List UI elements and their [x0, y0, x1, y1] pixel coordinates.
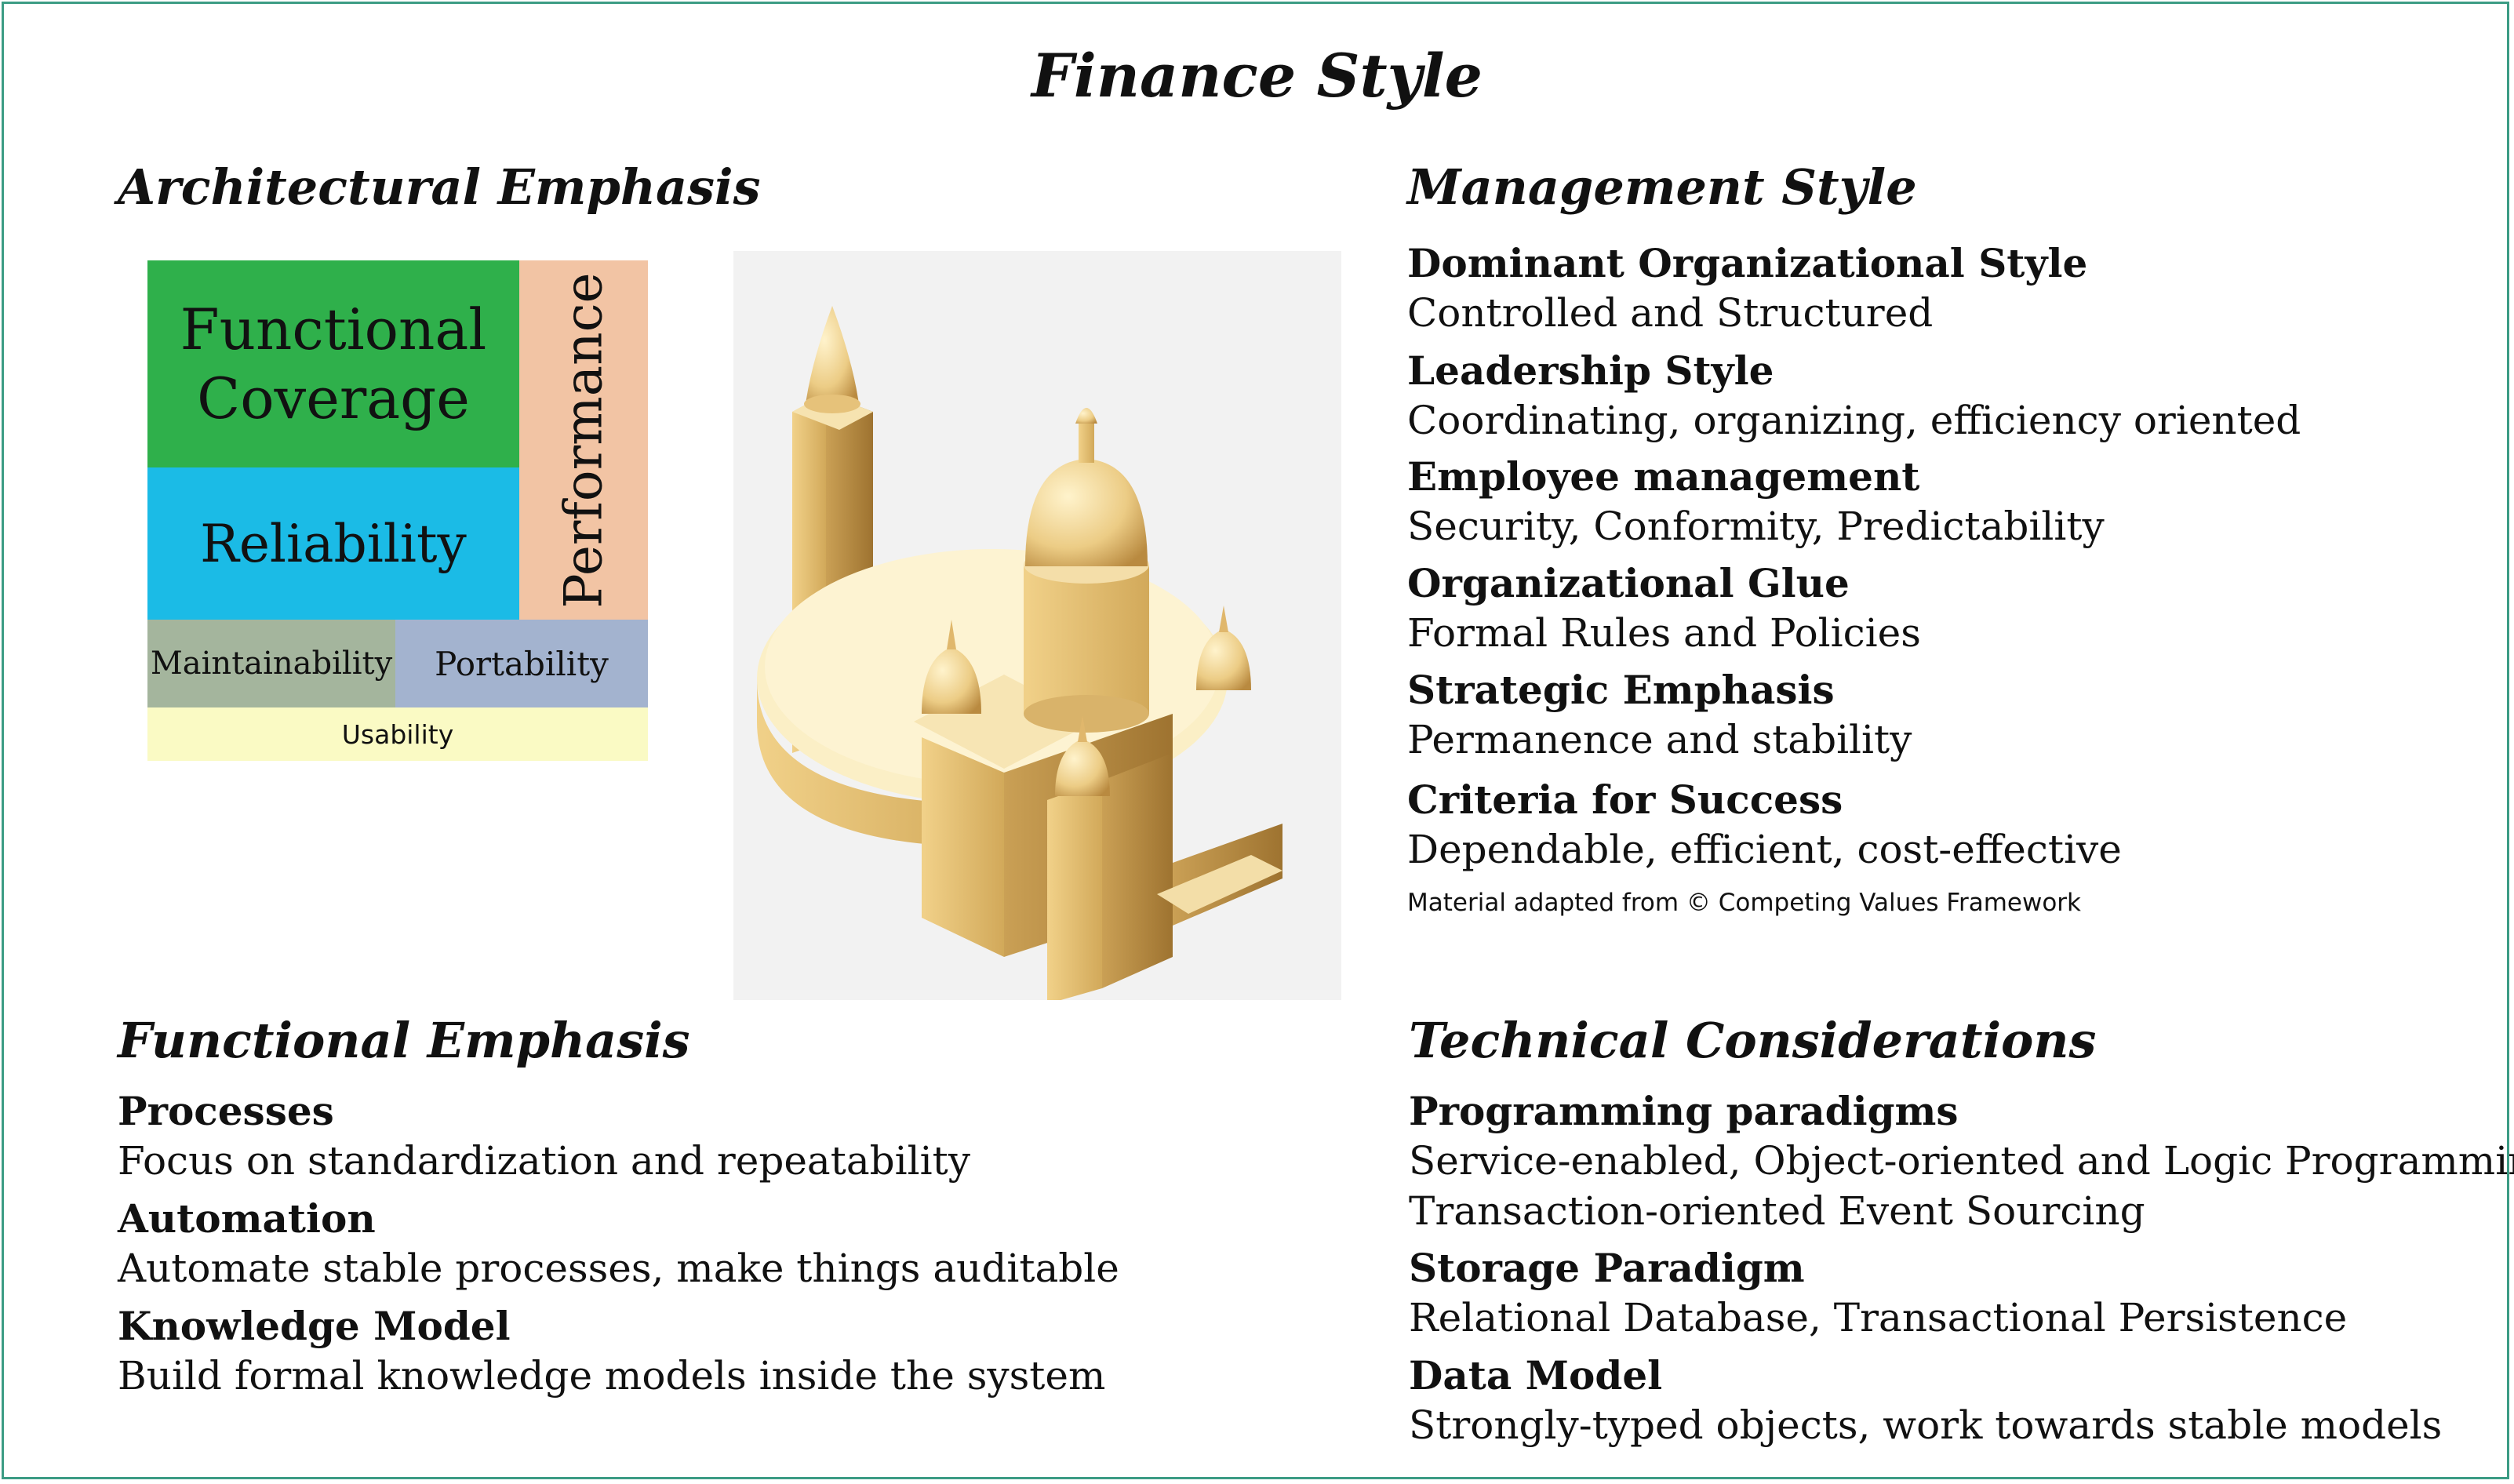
performance-label: Performance: [553, 271, 614, 609]
technical-list: Programming paradigms Service-enabled, O…: [1409, 1087, 2514, 1450]
functional-list: Processes Focus on standardization and r…: [118, 1087, 1119, 1401]
list-item: Processes Focus on standardization and r…: [118, 1087, 1119, 1195]
item-value: Controlled and Structured: [1407, 290, 1934, 336]
maintainability-label: Maintainability: [150, 646, 393, 682]
item-value: Strongly-typed objects, work towards sta…: [1409, 1402, 2443, 1448]
item-value: Focus on standardization and repeatabili…: [118, 1138, 970, 1184]
cathedral-icon: [757, 306, 1282, 1004]
list-item: Automation Automate stable processes, ma…: [118, 1195, 1119, 1302]
list-item: Data Model Strongly-typed objects, work …: [1409, 1351, 2514, 1450]
functional-heading: Functional Emphasis: [118, 1012, 690, 1069]
list-item: Storage Paradigm Relational Database, Tr…: [1409, 1244, 2514, 1351]
item-label: Automation: [118, 1195, 376, 1242]
portability-block: Portability: [395, 620, 648, 707]
list-item: Employee management Security, Conformity…: [1407, 453, 2301, 559]
item-value: Build formal knowledge models inside the…: [118, 1353, 1106, 1399]
functional-coverage-label-line2: Coverage: [197, 366, 470, 431]
page-title: Finance Style: [1031, 41, 1483, 111]
item-label: Organizational Glue: [1407, 560, 1850, 606]
item-label: Storage Paradigm: [1409, 1245, 1805, 1291]
list-item: Criteria for Success Dependable, efficie…: [1407, 776, 2301, 875]
item-value: Formal Rules and Policies: [1407, 610, 1921, 656]
item-label: Employee management: [1407, 453, 1920, 500]
reliability-block: Reliability: [147, 467, 519, 620]
item-label: Processes: [118, 1088, 334, 1134]
performance-block: Performance: [519, 260, 648, 620]
architectural-heading: Architectural Emphasis: [118, 158, 761, 216]
list-item: Knowledge Model Build formal knowledge m…: [118, 1302, 1119, 1401]
item-value: Service-enabled, Object-oriented and Log…: [1409, 1138, 2514, 1184]
list-item: Organizational Glue Formal Rules and Pol…: [1407, 559, 2301, 666]
list-item: Strategic Emphasis Permanence and stabil…: [1407, 666, 2301, 776]
list-item: Dominant Organizational Style Controlled…: [1407, 239, 2301, 347]
item-label: Data Model: [1409, 1352, 1663, 1399]
item-label: Dominant Organizational Style: [1407, 240, 2088, 286]
item-value: Security, Conformity, Predictability: [1407, 504, 2105, 549]
item-label: Criteria for Success: [1407, 777, 1843, 823]
maintainability-block: Maintainability: [147, 620, 395, 707]
item-value-line2: Transaction-oriented Event Sourcing: [1409, 1188, 2145, 1234]
item-value: Dependable, efficient, cost-effective: [1407, 827, 2122, 872]
usability-label: Usability: [341, 718, 454, 750]
functional-coverage-label-line1: Functional: [180, 296, 487, 362]
source-note: Material adapted from © Competing Values…: [1407, 889, 2081, 917]
item-label: Leadership Style: [1407, 347, 1774, 394]
item-value: Relational Database, Transactional Persi…: [1409, 1295, 2348, 1340]
functional-coverage-block: Functional Coverage: [147, 260, 519, 467]
management-heading: Management Style: [1407, 158, 1917, 216]
item-label: Programming paradigms: [1409, 1088, 1959, 1134]
list-item: Leadership Style Coordinating, organizin…: [1407, 347, 2301, 453]
item-value: Permanence and stability: [1407, 717, 1912, 762]
item-label: Strategic Emphasis: [1407, 667, 1835, 713]
management-list: Dominant Organizational Style Controlled…: [1407, 239, 2301, 875]
item-label: Knowledge Model: [118, 1303, 511, 1349]
item-value: Automate stable processes, make things a…: [118, 1246, 1119, 1291]
list-item: Programming paradigms Service-enabled, O…: [1409, 1087, 2514, 1244]
usability-block: Usability: [147, 707, 648, 761]
portability-label: Portability: [435, 644, 609, 683]
cathedral-illustration: [733, 251, 1341, 1004]
technical-heading: Technical Considerations: [1409, 1012, 2097, 1069]
reliability-label: Reliability: [200, 513, 467, 574]
item-value: Coordinating, organizing, efficiency ori…: [1407, 398, 2301, 443]
